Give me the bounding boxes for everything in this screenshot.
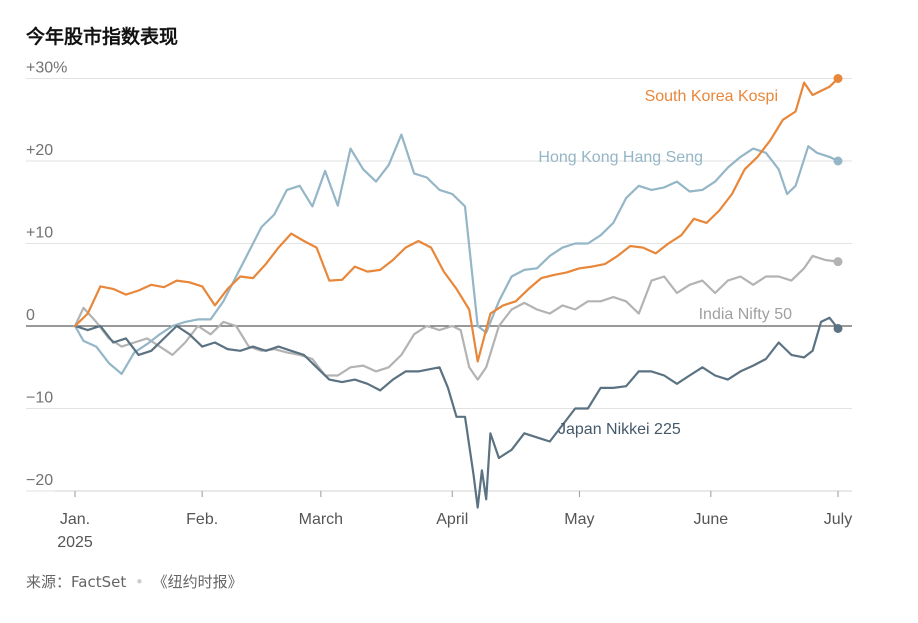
x-axis-ticks: Jan. 2025 Feb. March April May June July — [57, 491, 852, 551]
y-tick-label: −10 — [26, 390, 53, 407]
gridlines — [26, 78, 852, 492]
hong-kong-hang-seng-line — [73, 133, 840, 375]
x-tick-label: Jan. — [60, 511, 90, 528]
south-korea-kospi-end-point — [833, 74, 843, 83]
hong-kong-hang-seng-label: Hong Kong Hang Seng — [538, 149, 703, 166]
india-nifty-50-label: India Nifty 50 — [699, 306, 792, 323]
x-tick-sublabel: 2025 — [57, 534, 93, 551]
south-korea-kospi-label: South Korea Kospi — [645, 88, 778, 105]
x-tick-label: July — [824, 511, 852, 528]
separator-dot: • — [134, 573, 144, 591]
hong-kong-hang-seng-end-point — [833, 156, 843, 166]
x-tick-label: April — [436, 511, 468, 528]
y-tick-label: +30% — [26, 60, 67, 77]
japan-nikkei-225-line — [73, 316, 840, 509]
japan-nikkei-225-end-point — [833, 323, 843, 333]
source-publisher: 《纽约时报》 — [152, 573, 243, 591]
y-axis-ticks: +30% +20 +10 0 −10 −20 — [26, 60, 67, 490]
y-tick-label: 0 — [26, 307, 35, 324]
chart-title: 今年股市指数表现 — [26, 26, 179, 48]
series-labels: South Korea Kospi Hong Kong Hang Seng Indi… — [538, 88, 792, 438]
x-tick-label: Feb. — [186, 511, 218, 528]
source-credit: 来源：FactSet • 《纽约时报》 — [26, 571, 243, 592]
x-tick-label: March — [299, 511, 343, 528]
y-tick-label: +10 — [26, 225, 53, 242]
x-tick-label: May — [564, 511, 594, 528]
south-korea-kospi-line — [73, 77, 840, 363]
japan-nikkei-225-label: Japan Nikkei 225 — [558, 421, 681, 438]
india-nifty-50-line — [73, 254, 840, 381]
series-lines — [73, 74, 843, 509]
india-nifty-50-end-point — [833, 257, 843, 267]
y-tick-label: −20 — [26, 472, 53, 489]
x-tick-label: June — [693, 511, 728, 528]
y-tick-label: +20 — [26, 142, 53, 159]
source-prefix: 来源：FactSet — [26, 573, 127, 591]
